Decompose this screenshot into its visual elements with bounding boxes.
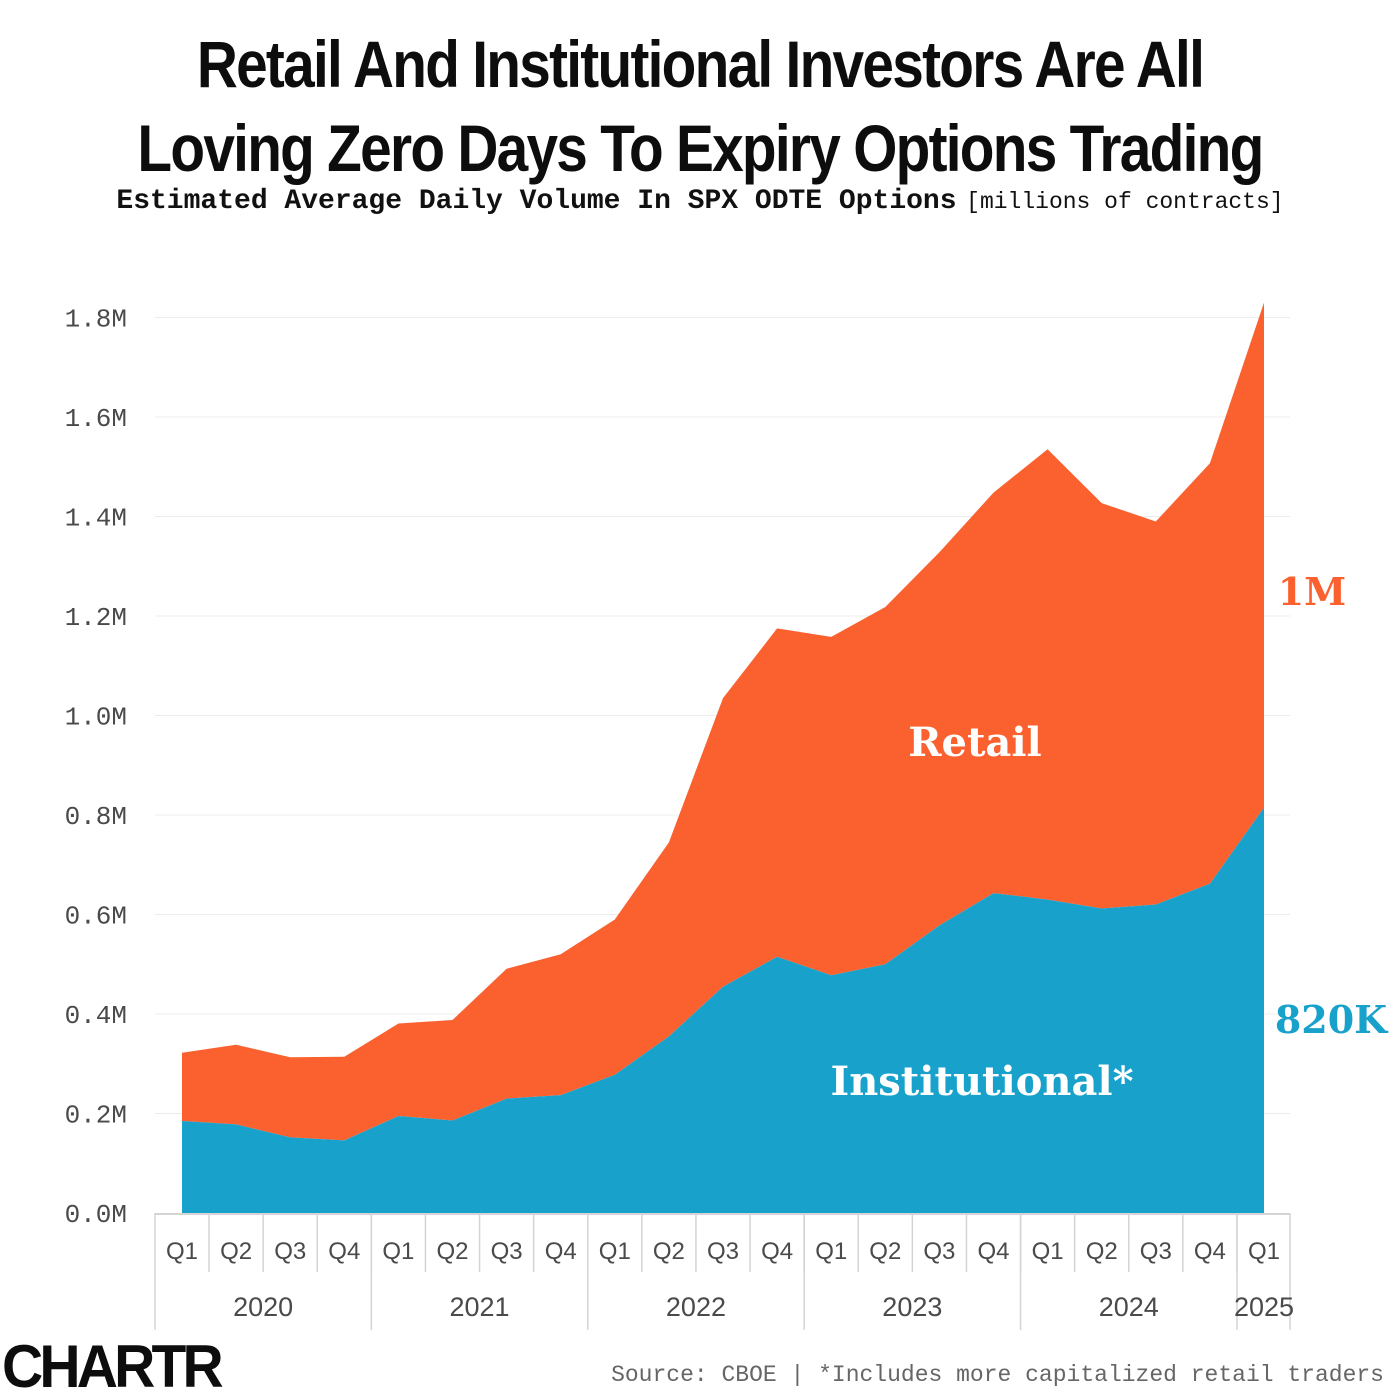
quarter-tick-label: Q2 [1086, 1238, 1118, 1265]
subtitle-unit: [millions of contracts] [966, 189, 1284, 215]
y-tick-label: 1.8M [65, 305, 127, 335]
quarter-tick-label: Q3 [707, 1238, 739, 1265]
y-tick-label: 1.4M [65, 504, 127, 534]
quarter-tick-label: Q2 [869, 1238, 901, 1265]
y-tick-label: 1.2M [65, 603, 127, 633]
year-tick-label: 2022 [666, 1292, 726, 1322]
y-tick-label: 0.2M [65, 1101, 127, 1131]
retail-area [182, 302, 1264, 1141]
quarter-tick-label: Q4 [545, 1238, 577, 1265]
quarter-tick-label: Q1 [166, 1238, 198, 1265]
quarter-tick-label: Q4 [328, 1238, 360, 1265]
y-axis: 0.0M 0.2M 0.4M 0.6M 0.8M 1.0M 1.2M 1.4M 1.6M 1.8M [65, 305, 127, 1231]
institutional-end-label: 820K [1275, 997, 1389, 1042]
quarter-tick-label: Q3 [274, 1238, 306, 1265]
quarter-tick-label: Q4 [1194, 1238, 1226, 1265]
retail-end-label: 1M [1278, 569, 1347, 614]
year-tick-label: 2021 [450, 1292, 510, 1322]
y-tick-label: 1.0M [65, 703, 127, 733]
quarter-tick-label: Q1 [1032, 1238, 1064, 1265]
quarter-tick-label: Q3 [1140, 1238, 1172, 1265]
year-tick-label: 2020 [233, 1292, 293, 1322]
title-line-2: Loving Zero Days To Expiry Options Tradi… [137, 111, 1264, 185]
quarter-tick-label: Q3 [491, 1238, 523, 1265]
retail-series-label: Retail [908, 719, 1041, 766]
quarter-tick-label: Q1 [599, 1238, 631, 1265]
quarter-tick-label: Q4 [977, 1238, 1009, 1265]
y-tick-label: 0.8M [65, 802, 127, 832]
title-line-1: Retail And Institutional Investors Are A… [196, 27, 1205, 101]
subtitle-text: Estimated Average Daily Volume In SPX OD… [116, 186, 957, 217]
year-tick-label: 2025 [1234, 1292, 1294, 1322]
institutional-area [182, 807, 1264, 1213]
quarter-tick-label: Q4 [761, 1238, 793, 1265]
quarter-tick-label: Q3 [923, 1238, 955, 1265]
source-note: Source: CBOE | *Includes more capitalize… [611, 1362, 1384, 1388]
year-tick-label: 2023 [882, 1292, 942, 1322]
y-tick-label: 0.0M [65, 1200, 127, 1230]
chart-title: Retail And Institutional Investors Are A… [98, 22, 1302, 190]
y-tick-label: 0.4M [65, 1001, 127, 1031]
quarter-tick-label: Q2 [436, 1238, 468, 1265]
year-tick-label: 2024 [1099, 1292, 1159, 1322]
series-labels: Retail Institutional* 1M 820K [830, 569, 1389, 1105]
institutional-series-label: Institutional* [830, 1058, 1133, 1105]
quarter-tick-label: Q1 [1248, 1238, 1280, 1265]
quarter-tick-label: Q2 [653, 1238, 685, 1265]
chart-subtitle: Estimated Average Daily Volume In SPX OD… [0, 186, 1400, 217]
area-layer [182, 302, 1264, 1213]
quarter-tick-label: Q1 [382, 1238, 414, 1265]
chartr-logo: CHARTR [2, 1333, 224, 1400]
y-tick-label: 1.6M [65, 404, 127, 434]
quarter-tick-label: Q1 [815, 1238, 847, 1265]
quarter-tick-label: Q2 [220, 1238, 252, 1265]
x-axis: Q1 Q2 Q3 Q4 Q1 Q2 Q3 Q4 Q1 Q2 Q3 Q4 Q1 Q2 Q3 Q4 Q1 Q2 Q3 Q4… [154, 1213, 1294, 1330]
y-tick-label: 0.6M [65, 902, 127, 932]
